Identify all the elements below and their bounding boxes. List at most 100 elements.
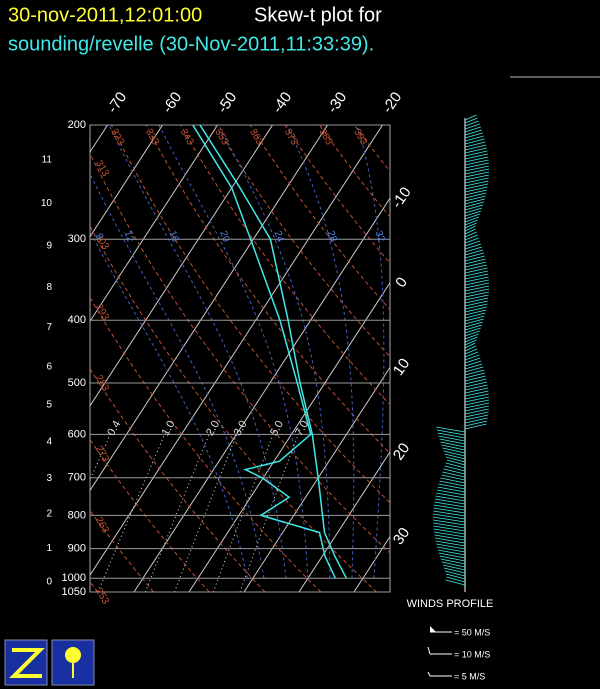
wind-barb: [442, 447, 466, 454]
wind-barb: [464, 330, 480, 337]
wind-barb: [437, 549, 466, 556]
isotherm: [90, 125, 383, 576]
wind-barb: [464, 333, 479, 340]
pressure-label: 300: [68, 233, 86, 245]
wind-barb: [464, 396, 489, 403]
moist-adiabat-label: 12: [122, 229, 136, 244]
wind-barb: [464, 414, 489, 421]
isotherm: [188, 281, 390, 592]
pressure-label: 400: [68, 314, 86, 326]
wind-barb: [436, 492, 466, 499]
wind-barb: [464, 210, 482, 217]
wind-barb: [464, 372, 486, 379]
wind-barb: [464, 234, 478, 241]
wind-barb: [464, 300, 488, 307]
wind-barb: [464, 390, 489, 397]
wind-barb: [442, 564, 466, 571]
title: 30-nov-2011,12:01:00: [8, 4, 202, 26]
wind-barb: [464, 243, 482, 250]
wind-barb: [464, 213, 481, 220]
wind-barb: [441, 561, 466, 568]
wind-barb: [464, 318, 484, 325]
wind-barb: [464, 201, 484, 208]
wind-barb: [464, 378, 487, 385]
wind-barb: [464, 288, 490, 295]
wind-barb: [464, 357, 481, 364]
logo-balloon: [65, 647, 81, 663]
wind-barb: [432, 519, 466, 526]
wind-barb: [464, 408, 489, 415]
wind-barb: [464, 339, 477, 346]
wind-barbs: [432, 114, 490, 586]
wind-barb: [464, 192, 487, 199]
height-label: 0: [46, 577, 52, 588]
wind-barb: [464, 405, 489, 412]
wind-barb: [464, 249, 484, 256]
mixing-ratio-line: [212, 429, 276, 592]
legend-label: = 10 M/S: [454, 649, 490, 659]
wind-barb: [433, 525, 466, 532]
wind-barb: [464, 285, 490, 292]
wind-barb: [438, 435, 466, 442]
wind-barb: [464, 306, 487, 313]
wind-barb: [464, 159, 489, 166]
legend-barb: [427, 671, 431, 677]
pressure-label: 900: [68, 542, 86, 554]
pressure-label: 200: [68, 119, 86, 131]
wind-barb: [464, 369, 485, 376]
wind-barb: [464, 255, 485, 262]
wind-barb: [464, 312, 486, 319]
wind-barb: [464, 180, 489, 187]
pressure-label: 700: [68, 472, 86, 484]
wind-barb: [433, 513, 466, 520]
height-label: 4: [46, 437, 52, 448]
wind-barb: [464, 147, 487, 154]
wind-barb: [443, 567, 466, 574]
wind-barb: [436, 426, 466, 433]
moist-adiabat-label: 16: [166, 229, 180, 244]
pressure-label: 500: [68, 377, 86, 389]
dry-adiabat: [90, 225, 377, 592]
wind-barb: [464, 114, 477, 121]
wind-barb: [464, 132, 483, 139]
dry-adiabat: [180, 125, 390, 406]
wind-barb: [464, 246, 483, 253]
wind-barb: [434, 501, 466, 508]
height-label: 1: [46, 543, 52, 554]
wind-barb: [464, 228, 476, 235]
temperature-label: 30: [390, 525, 413, 548]
wind-barb: [464, 366, 484, 373]
wind-barb: [442, 471, 466, 478]
wind-barb: [433, 504, 466, 511]
wind-barb: [464, 342, 476, 349]
wind-barb: [464, 174, 489, 181]
wind-barb: [464, 198, 485, 205]
wind-barb: [464, 237, 480, 244]
wind-barb: [464, 327, 481, 334]
wind-barb: [433, 528, 466, 535]
wind-barb: [464, 189, 487, 196]
pressure-label: 1000: [62, 572, 86, 584]
wind-barb: [464, 423, 487, 430]
wind-barb: [464, 117, 478, 124]
wind-barb: [445, 456, 466, 463]
dry-adiabat: [145, 125, 390, 455]
wind-barb: [464, 138, 485, 145]
wind-barb: [441, 474, 466, 481]
wind-barb: [464, 402, 490, 409]
wind-barb: [464, 420, 488, 427]
wind-barb: [439, 555, 466, 562]
wind-barb: [464, 384, 488, 391]
wind-barb: [464, 186, 488, 193]
wind-barb: [438, 483, 466, 490]
wind-barb: [464, 363, 483, 370]
wind-barb: [435, 495, 466, 502]
wind-barb: [464, 261, 487, 268]
logo-z: [9, 648, 45, 678]
wind-barb: [446, 576, 466, 583]
wind-barb: [444, 465, 466, 472]
wind-barb: [464, 123, 480, 130]
height-label: 10: [41, 198, 53, 209]
moist-adiabat-label: 9: [93, 232, 105, 241]
wind-barb: [464, 345, 477, 352]
